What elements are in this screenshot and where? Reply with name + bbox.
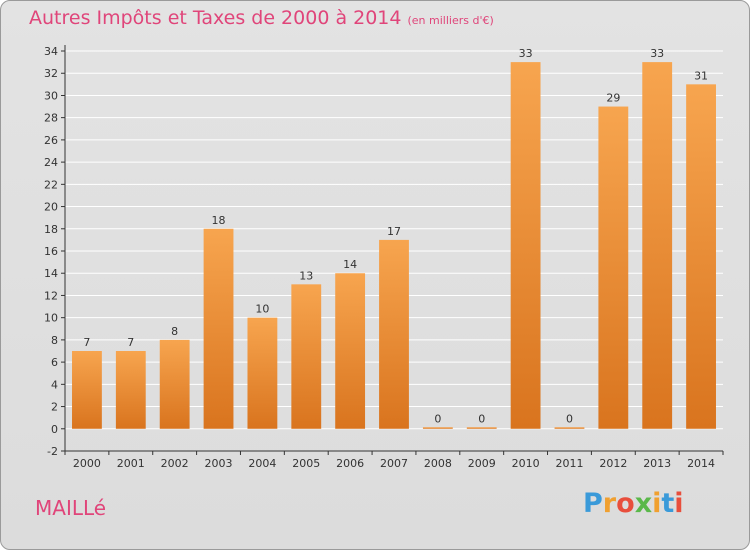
x-tick-label: 2005 [292,457,320,470]
x-tick-label: 2000 [73,457,101,470]
y-tick-label: 32 [44,67,58,80]
bar [247,317,278,429]
bar [466,427,497,429]
x-tick-label: 2013 [643,457,671,470]
bar [72,351,102,429]
y-tick-label: 10 [44,312,58,325]
y-tick-label: 2 [51,401,58,414]
x-tick-label: 2007 [380,457,408,470]
bar [379,239,409,429]
value-label: 29 [606,92,620,105]
y-tick-label: 30 [44,89,58,102]
logo-letter: x [634,488,653,519]
bar [159,339,190,429]
x-tick-label: 2002 [161,457,189,470]
chart-unit: (en milliers d'€) [407,14,494,27]
value-label: 0 [566,412,573,425]
logo-letter: i [652,488,662,519]
value-label: 14 [343,258,357,271]
logo-letter: t [661,488,675,519]
x-tick-label: 2008 [424,457,452,470]
y-tick-label: 34 [44,45,58,58]
value-label: 10 [255,303,269,316]
value-label: 0 [434,412,441,425]
value-label: 33 [650,47,664,60]
value-label: 7 [83,336,90,349]
y-tick-label: 8 [51,334,58,347]
logo-letter: P [583,488,603,519]
x-tick-label: 2011 [555,457,583,470]
value-label: 17 [387,225,401,238]
chart-title: Autres Impôts et Taxes de 2000 à 2014 (en… [29,7,494,29]
y-tick-label: 16 [44,245,58,258]
x-tick-label: 2003 [205,457,233,470]
value-label: 7 [127,336,134,349]
x-tick-label: 2012 [599,457,627,470]
y-tick-label: 22 [44,178,58,191]
logo-letter: r [602,488,617,519]
y-tick-label: 28 [44,112,58,125]
bar [686,84,716,429]
y-tick-label: 6 [51,356,58,369]
x-tick-label: 2006 [336,457,364,470]
value-label: 13 [299,269,313,282]
bar [291,284,322,429]
value-label: 8 [171,325,178,338]
commune-name: MAILLé [35,496,107,520]
x-tick-label: 2001 [117,457,145,470]
y-tick-label: 12 [44,289,58,302]
bar [642,62,673,429]
bar [115,351,146,429]
y-tick-label: 18 [44,223,58,236]
y-tick-label: 14 [44,267,58,280]
bar [554,427,585,429]
x-tick-label: 2014 [687,457,715,470]
y-tick-label: 4 [51,378,58,391]
y-tick-label: 24 [44,156,58,169]
bars [72,62,716,429]
y-tick-label: 26 [44,134,58,147]
proxiti-logo[interactable]: Proxiti [583,488,684,519]
value-label: 0 [478,412,485,425]
x-tick-label: 2004 [248,457,276,470]
value-label: 18 [212,214,226,227]
y-tick-label: 20 [44,201,58,214]
bar [510,62,541,429]
value-label: 33 [519,47,533,60]
chart-title-text: Autres Impôts et Taxes de 2000 à 2014 [29,7,402,29]
logo-letter: i [674,488,684,519]
value-labels: 7 7 8 18 10 13 14 17 0 0 33 0 29 33 31 [83,47,708,425]
x-tick-label: 2009 [468,457,496,470]
logo-letter: o [616,488,635,519]
y-tick-label: 0 [51,423,58,436]
y-tick-label: -2 [47,445,58,458]
x-tick-label: 2010 [512,457,540,470]
bar [203,228,234,429]
bar [422,427,453,429]
bar [335,273,366,429]
bar [598,106,629,429]
value-label: 31 [694,69,708,82]
